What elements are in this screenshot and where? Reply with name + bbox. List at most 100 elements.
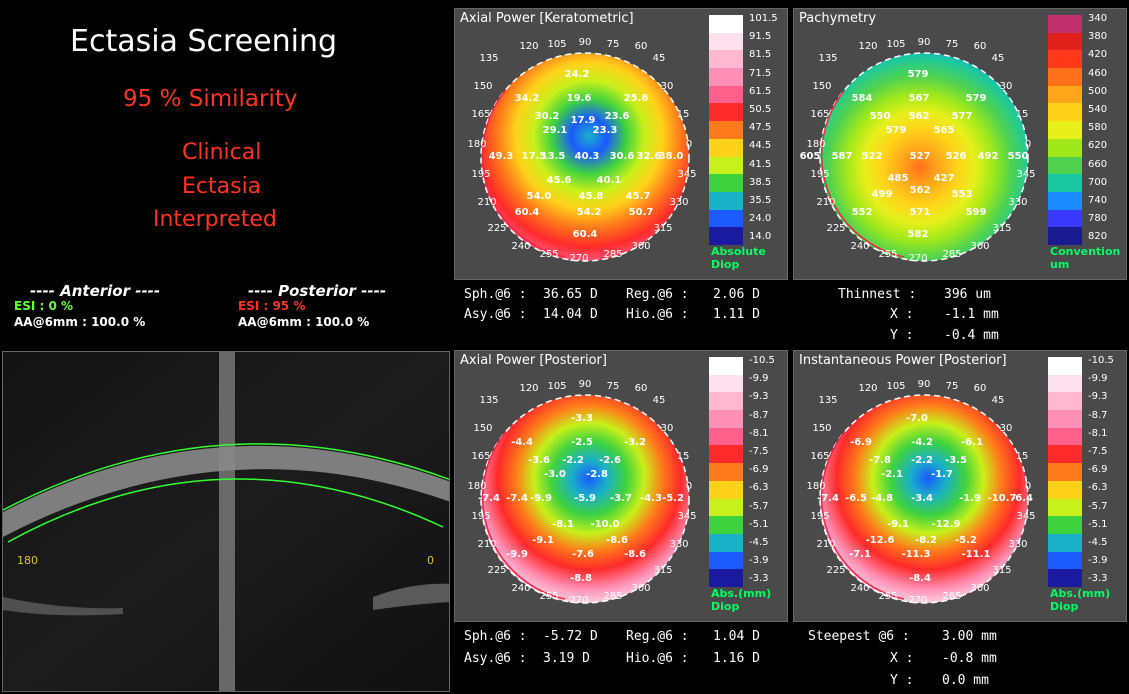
angle-label: 345 — [677, 511, 696, 522]
map-unit-line-1: Absolute — [711, 245, 766, 258]
anterior-surface-line — [3, 443, 449, 511]
color-scale-label: -9.3 — [749, 391, 769, 403]
color-scale-label: -5.1 — [1088, 518, 1108, 530]
angle-label: 315 — [992, 223, 1011, 234]
color-scale-segment — [709, 551, 743, 570]
corneal-color-map — [481, 395, 689, 603]
angle-label: 195 — [810, 169, 829, 180]
color-scale-segment — [1048, 374, 1082, 393]
color-scale-segment — [709, 191, 743, 210]
pupil-ring — [819, 394, 1029, 604]
map-value-label: -2.2 — [562, 455, 584, 466]
map-value-label: 49.3 — [489, 151, 514, 162]
color-scale-segment — [709, 516, 743, 534]
angle-label: 330 — [1008, 197, 1027, 208]
color-scale-label: -5.7 — [1088, 500, 1108, 512]
anterior-header: ---- Anterior ---- — [30, 282, 161, 300]
stat-post-asy-label: Asy.@6 : — [464, 651, 527, 666]
angle-label: 345 — [1016, 511, 1035, 522]
color-scale-segment — [709, 174, 743, 192]
map-unit-line-1: Abs.(mm) — [1050, 587, 1111, 600]
map-value-label: -7.4 — [478, 493, 500, 504]
color-scale-label: -6.9 — [749, 464, 769, 476]
color-scale-segment — [1048, 410, 1082, 428]
map-value-label: -9.1 — [887, 519, 909, 530]
lid-arc — [482, 90, 566, 258]
map-value-label: -2.8 — [586, 469, 608, 480]
map-value-label: -2.2 — [911, 455, 933, 466]
map-value-label: 45.6 — [547, 175, 572, 186]
angle-label: 180 — [806, 481, 825, 492]
corneal-color-map — [481, 53, 689, 261]
angle-label: 135 — [479, 395, 498, 406]
map-value-label: 522 — [862, 151, 883, 162]
color-scale-label: 580 — [1088, 122, 1108, 134]
stat-hio-label: Hio.@6 : — [626, 307, 689, 322]
angle-label: 270 — [569, 595, 588, 606]
map-value-label: 582 — [908, 229, 929, 240]
color-scale-segment — [709, 138, 743, 157]
angle-label: 210 — [477, 197, 496, 208]
color-scale-label: 780 — [1088, 213, 1108, 225]
color-scale-label: -5.1 — [749, 518, 769, 530]
angle-label: 60 — [635, 41, 648, 52]
angle-label: 210 — [816, 197, 835, 208]
map-value-label: 550 — [870, 111, 891, 122]
map-value-label: -8.8 — [570, 573, 592, 584]
color-scale-label: 620 — [1088, 140, 1108, 152]
angle-label: 225 — [826, 565, 845, 576]
map-value-label: -6.1 — [961, 437, 983, 448]
stat-hio-value: 1.11 D — [713, 307, 760, 322]
angle-label: 105 — [547, 39, 566, 50]
angle-label: 75 — [946, 39, 959, 50]
map-value-label: -6.9 — [850, 437, 872, 448]
angle-label: 90 — [579, 379, 592, 390]
stat-post-reg-label: Reg.@6 : — [626, 629, 689, 644]
color-scale-segment — [1048, 498, 1082, 517]
angle-label: 165 — [810, 451, 829, 462]
color-scale-label: 420 — [1088, 49, 1108, 61]
color-scale-label: -8.1 — [1088, 427, 1108, 439]
angle-label: 15 — [677, 451, 690, 462]
map-value-label: 30.2 — [535, 111, 560, 122]
map-value-label: -1.7 — [931, 469, 953, 480]
map-value-label: 577 — [952, 111, 973, 122]
color-scale-bar — [1048, 357, 1082, 587]
stat-steepest-label: Steepest @6 : — [808, 629, 910, 644]
map-value-label: -8.6 — [624, 549, 646, 560]
color-scale-segment — [1048, 357, 1082, 375]
map-value-label: 527 — [910, 151, 931, 162]
angle-label: 165 — [810, 109, 829, 120]
angle-label: 75 — [946, 381, 959, 392]
map-value-label: 485 — [888, 173, 909, 184]
angle-label: 45 — [653, 53, 666, 64]
color-scale-label: 101.5 — [749, 13, 778, 24]
angle-label: 45 — [992, 53, 1005, 64]
angle-label: 315 — [653, 223, 672, 234]
color-scale-segment — [709, 445, 743, 464]
map-value-label: -4.2 — [911, 437, 933, 448]
map-unit-label: Absolute Diop — [711, 245, 766, 271]
angle-label: 30 — [1000, 81, 1013, 92]
map-value-label: -3.5 — [945, 455, 967, 466]
angle-label: 120 — [519, 41, 538, 52]
angle-label: 285 — [942, 249, 961, 260]
map-panel-pachymetry: 120 105 90 75 60 45 30 135 150 165 180 195 210 225 240… — [793, 8, 1127, 280]
color-scale-label: 340 — [1088, 13, 1108, 24]
color-scale-label: -9.9 — [749, 373, 769, 385]
pupil-ring — [480, 394, 690, 604]
color-scale-label: 700 — [1088, 176, 1108, 188]
map-value-label: -12.9 — [932, 519, 961, 530]
stat-asy-label: Asy.@6 : — [464, 307, 527, 322]
angle-label: 150 — [812, 81, 831, 92]
stat-steep-x-label: X : — [890, 651, 914, 666]
stat-thin-x-label: X : — [890, 307, 914, 322]
color-scale-segment — [709, 15, 743, 33]
color-scale-segment — [1048, 227, 1082, 245]
posterior-aa: AA@6mm : 100.0 % — [238, 315, 370, 329]
angle-label: 30 — [661, 81, 674, 92]
stat-asy-value: 14.04 D — [543, 307, 598, 322]
map-value-label: 526 — [946, 151, 967, 162]
color-scale-segment — [1048, 156, 1082, 175]
color-scale-label: -3.9 — [749, 555, 769, 567]
